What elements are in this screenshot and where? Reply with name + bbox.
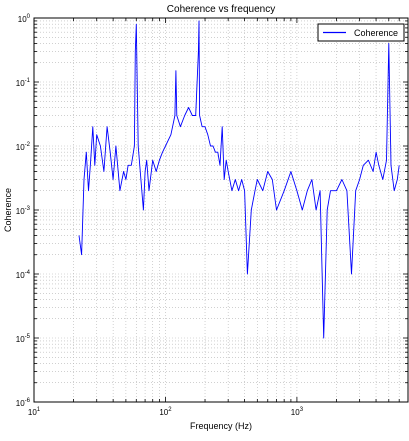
grid-layer: [33, 17, 409, 403]
legend: Coherence: [317, 23, 405, 42]
y-tick-label: 10-4: [16, 270, 31, 280]
y-tick-label: 10-1: [16, 78, 31, 88]
y-tick-label: 10-3: [16, 206, 31, 216]
y-tick-label: 10-2: [16, 142, 31, 152]
y-axis-label: Coherence: [3, 188, 13, 232]
chart-title: Coherence vs frequency: [167, 4, 275, 15]
y-tick-label: 10-5: [16, 334, 31, 344]
y-tick-label: 10-6: [16, 398, 31, 408]
x-tick-label: 102: [159, 407, 172, 417]
x-tick-label: 103: [291, 407, 304, 417]
x-axis-label: Frequency (Hz): [190, 421, 252, 431]
legend-label: Coherence: [354, 28, 398, 38]
y-tick-label: 100: [18, 14, 31, 24]
tick-layer: 101 102 103 10-6 10-5 10-4 10-3 10-2 10-1 100: [16, 14, 409, 417]
legend-box: [317, 23, 405, 42]
coherence-series-line: [78, 20, 400, 339]
series-layer: [78, 20, 400, 339]
x-tick-label: 101: [28, 407, 41, 417]
